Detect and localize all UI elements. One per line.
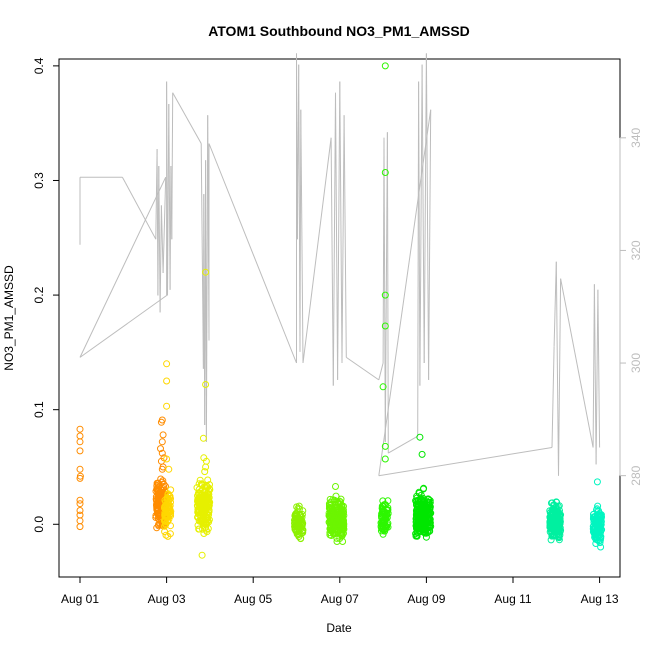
- y-tick-label: 0.4: [32, 57, 46, 74]
- y-tick-label: 0.3: [32, 172, 46, 189]
- y-tick-label: 0.0: [32, 516, 46, 533]
- y-tick-label: 0.2: [32, 286, 46, 303]
- y2-tick-label: 300: [629, 353, 643, 373]
- y-tick-label: 0.1: [32, 401, 46, 418]
- x-axis-label: Date: [326, 621, 352, 635]
- y2-tick-label: 280: [629, 465, 643, 485]
- x-tick-label: Aug 11: [494, 592, 531, 606]
- y2-tick-label: 320: [629, 240, 643, 260]
- x-tick-label: Aug 01: [61, 592, 99, 606]
- x-tick-label: Aug 09: [407, 592, 445, 606]
- x-tick-label: Aug 07: [321, 592, 359, 606]
- x-tick-label: Aug 03: [148, 592, 186, 606]
- y-axis-label: NO3_PM1_AMSSD: [2, 265, 16, 371]
- x-tick-label: Aug 13: [581, 592, 619, 606]
- x-tick-label: Aug 05: [234, 592, 272, 606]
- chart-title: ATOM1 Southbound NO3_PM1_AMSSD: [208, 23, 470, 39]
- y2-tick-label: 340: [629, 127, 643, 147]
